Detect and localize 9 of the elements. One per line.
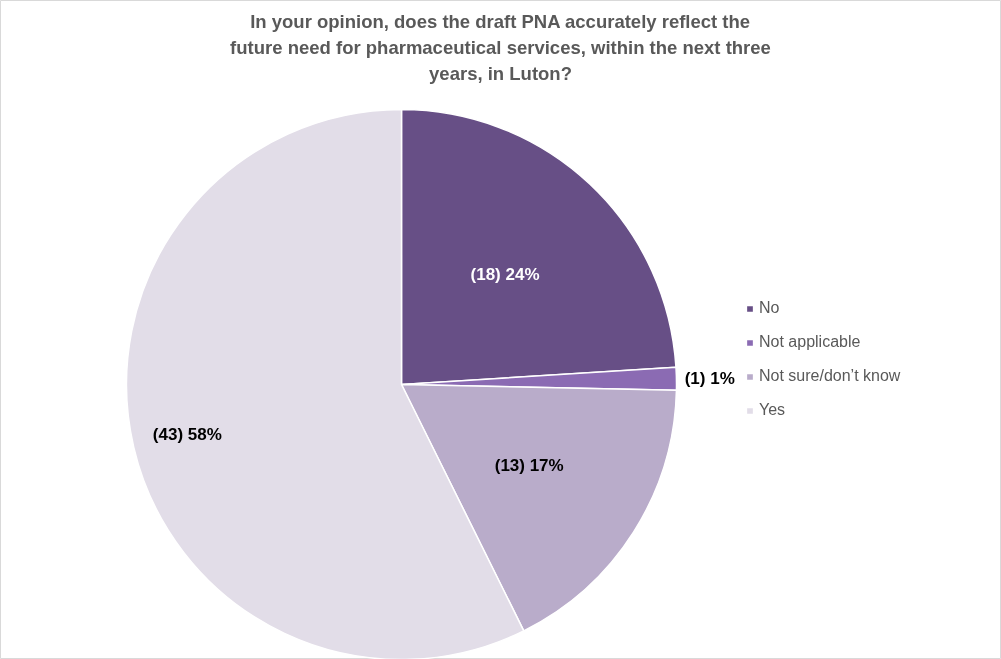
data-label: (18) 24%	[470, 264, 540, 284]
chart-title: In your opinion, does the draft PNA accurately reflect the future need for pharmaceutical services, within the next three years, in Luton?	[230, 10, 771, 84]
legend-label: Not sure/don’t know	[759, 367, 901, 385]
legend-label: Yes	[759, 401, 786, 419]
legend-label: Not applicable	[759, 333, 861, 351]
data-label: (43) 58%	[152, 425, 222, 445]
data-label: (1) 1%	[684, 369, 735, 389]
legend-label: No	[759, 299, 780, 317]
data-label: (13) 17%	[494, 456, 564, 476]
